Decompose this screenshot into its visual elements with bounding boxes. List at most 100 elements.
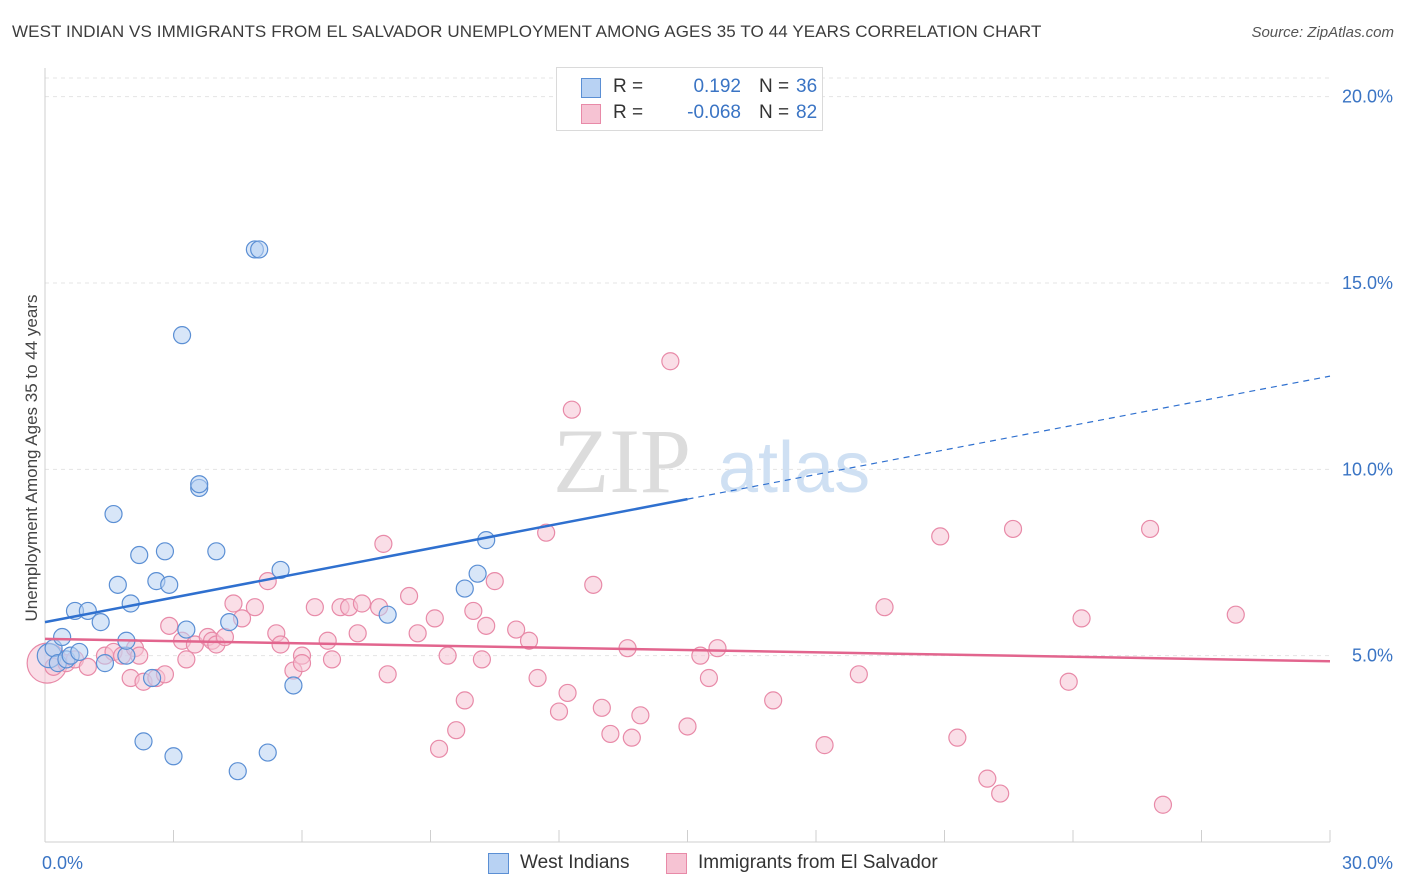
- watermark-atlas: atlas: [718, 428, 870, 508]
- data-point: [305, 598, 324, 617]
- data-point: [378, 605, 397, 624]
- data-point: [477, 616, 496, 635]
- data-point: [592, 698, 611, 717]
- y-axis-label: Unemployment Among Ages 35 to 44 years: [22, 295, 41, 622]
- data-point: [130, 545, 149, 565]
- legend-r-label: R =: [613, 102, 644, 123]
- data-point: [1072, 609, 1091, 628]
- data-point: [142, 668, 162, 688]
- trend-line-west-indians: [44, 497, 688, 624]
- chart-title: WEST INDIAN VS IMMIGRANTS FROM EL SALVAD…: [12, 22, 1042, 41]
- data-point: [160, 616, 179, 635]
- data-point: [348, 624, 367, 643]
- data-point: [849, 665, 868, 684]
- data-point: [228, 762, 247, 781]
- data-point: [455, 579, 474, 598]
- data-point: [477, 531, 496, 550]
- data-point: [177, 620, 196, 639]
- legend-swatch-blue: [581, 78, 601, 98]
- data-point: [292, 654, 312, 673]
- data-point: [438, 646, 457, 665]
- x-tick-label: 30.0%: [1342, 853, 1393, 873]
- data-point: [160, 575, 179, 594]
- data-point: [53, 627, 72, 647]
- data-point: [519, 631, 539, 650]
- data-point: [485, 572, 504, 591]
- data-point: [374, 534, 393, 553]
- data-point: [562, 400, 581, 419]
- data-point: [447, 721, 466, 740]
- data-point: [1140, 519, 1160, 539]
- legend-swatch-pink: [581, 104, 601, 124]
- data-point: [425, 609, 444, 628]
- data-point: [155, 542, 175, 561]
- data-point: [537, 523, 556, 542]
- data-point: [95, 654, 115, 673]
- data-point: [284, 676, 303, 695]
- data-point: [528, 668, 547, 688]
- data-point: [250, 240, 269, 259]
- legend-n-value: 82: [796, 102, 818, 123]
- legend-r-value: -0.068: [687, 102, 741, 123]
- data-point: [220, 613, 239, 632]
- data-point: [172, 326, 192, 345]
- watermark-zip: ZIP: [553, 410, 691, 512]
- data-point: [271, 635, 290, 654]
- chart-source: Source: ZipAtlas.com: [1251, 24, 1394, 41]
- series-west-indians: [36, 240, 496, 781]
- data-point: [108, 575, 127, 594]
- data-point: [378, 665, 397, 684]
- data-point: [507, 620, 526, 639]
- data-point: [190, 475, 209, 494]
- data-point: [978, 769, 997, 788]
- data-point: [472, 650, 491, 669]
- data-point: [875, 598, 894, 617]
- y-tick-label: 15.0%: [1342, 273, 1393, 293]
- data-point: [104, 504, 123, 524]
- legend-r-label: R =: [613, 76, 644, 97]
- data-point: [352, 594, 372, 613]
- legend-label: West Indians: [520, 852, 630, 873]
- data-point: [991, 784, 1010, 803]
- data-point: [258, 743, 277, 762]
- legend-swatch-blue: [488, 853, 509, 874]
- data-point: [549, 702, 569, 721]
- y-tick-labels: 5.0% 10.0% 15.0% 20.0%: [1342, 87, 1393, 666]
- gridlines: [45, 77, 1330, 657]
- data-point: [601, 724, 620, 744]
- data-point: [464, 601, 483, 621]
- data-point: [455, 691, 474, 710]
- legend-label: Immigrants from El Salvador: [698, 852, 938, 873]
- data-point: [1003, 519, 1023, 539]
- data-point: [207, 542, 226, 561]
- data-point: [399, 586, 419, 606]
- legend-n-label: N =: [759, 76, 790, 97]
- data-point: [224, 594, 243, 613]
- legend-r-value: 0.192: [693, 76, 741, 97]
- data-point: [661, 352, 680, 371]
- data-point: [1059, 672, 1078, 691]
- data-point: [271, 560, 290, 580]
- axes: [44, 68, 1331, 843]
- data-point: [1226, 605, 1245, 624]
- data-point: [764, 691, 783, 710]
- data-point: [631, 706, 650, 725]
- data-point: [708, 639, 727, 658]
- data-point: [558, 683, 577, 703]
- trend-line-el-salvador: [44, 637, 1331, 663]
- correlation-legend: R = 0.192 N = 36 R = -0.068 N = 82: [556, 67, 823, 131]
- legend-n-label: N =: [759, 102, 790, 123]
- trend-lines: [44, 375, 1331, 663]
- x-tick-label: 0.0%: [42, 853, 83, 873]
- data-point: [699, 668, 719, 688]
- data-point: [931, 527, 950, 546]
- data-point: [134, 732, 153, 751]
- data-point: [815, 736, 834, 755]
- data-point: [70, 642, 89, 662]
- data-point: [408, 624, 427, 643]
- data-point: [678, 717, 697, 736]
- data-point: [468, 564, 487, 583]
- x-tick-labels: 0.0% 30.0%: [42, 853, 1393, 873]
- data-point: [622, 728, 641, 747]
